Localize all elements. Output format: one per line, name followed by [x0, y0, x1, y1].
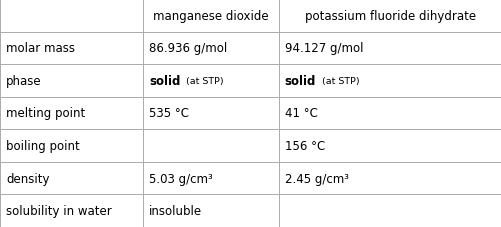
Text: 94.127 g/mol: 94.127 g/mol	[284, 42, 362, 55]
Text: boiling point: boiling point	[6, 139, 80, 152]
Text: melting point: melting point	[6, 107, 85, 120]
Text: (at STP): (at STP)	[318, 76, 359, 86]
Text: (at STP): (at STP)	[183, 76, 223, 86]
Text: phase: phase	[6, 75, 42, 88]
Text: 156 °C: 156 °C	[284, 139, 324, 152]
Text: 41 °C: 41 °C	[284, 107, 317, 120]
Text: density: density	[6, 172, 50, 185]
Text: manganese dioxide: manganese dioxide	[153, 10, 268, 23]
Text: insoluble: insoluble	[149, 204, 202, 217]
Text: potassium fluoride dihydrate: potassium fluoride dihydrate	[304, 10, 475, 23]
Text: 535 °C: 535 °C	[149, 107, 189, 120]
Text: solid: solid	[149, 75, 180, 88]
Text: solubility in water: solubility in water	[6, 204, 112, 217]
Text: solid: solid	[284, 75, 316, 88]
Text: molar mass: molar mass	[6, 42, 75, 55]
Text: 2.45 g/cm³: 2.45 g/cm³	[284, 172, 348, 185]
Text: 5.03 g/cm³: 5.03 g/cm³	[149, 172, 212, 185]
Text: 86.936 g/mol: 86.936 g/mol	[149, 42, 227, 55]
